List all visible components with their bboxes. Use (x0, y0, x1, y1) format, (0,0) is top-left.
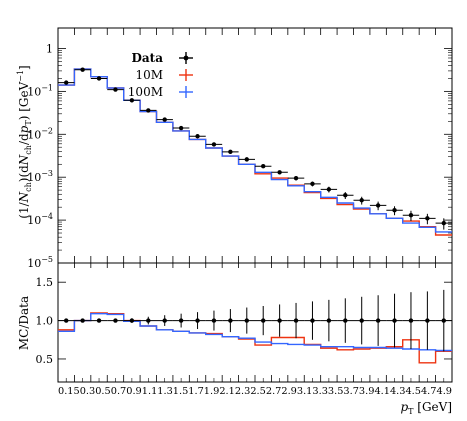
data-point-16 (326, 187, 332, 192)
data-point-2 (96, 76, 102, 81)
ratio-point-14 (293, 318, 299, 323)
y-tick-label-0: 10−5 (27, 255, 53, 270)
data-point-10 (228, 149, 233, 155)
legend-label-data: Data (132, 51, 164, 65)
ratio-y-tick-label-0: 0.5 (36, 353, 54, 366)
bottom-frame (57, 262, 453, 383)
ratio-point-6 (162, 318, 167, 323)
data-point-20 (392, 208, 397, 213)
ratio-panel: 0.5 1.0 1.5 (36, 262, 453, 383)
data-point-21 (408, 213, 414, 218)
legend: Data 10M 100M (128, 51, 193, 99)
data-point-23 (441, 220, 446, 226)
data-point-7 (178, 125, 184, 131)
y-tick-label-4: 10−1 (27, 83, 53, 98)
ratio-point-21 (408, 318, 414, 323)
ratio-point-12 (261, 318, 266, 323)
ratio-point-16 (326, 318, 332, 323)
legend-label-100m: 100M (128, 85, 163, 99)
ratio-point-18 (359, 318, 364, 323)
x-axis-label: pT [GeV] (400, 400, 452, 416)
ratio-point-8 (195, 318, 200, 323)
spectrum-panel: 10−5 10−4 10−3 10−2 10−1 1 (27, 27, 453, 270)
ratio-point-19 (375, 318, 381, 323)
ratio-point-13 (277, 318, 282, 323)
data-point-11 (244, 157, 249, 162)
legend-marker-dot (183, 55, 189, 61)
ratio-point-5 (146, 318, 151, 323)
ratio-point-22 (425, 318, 430, 323)
ratio-y-tick-label-2: 1.5 (36, 276, 54, 289)
data-point-6 (162, 117, 167, 122)
data-point-22 (425, 216, 430, 221)
ratio-point-0 (64, 318, 69, 323)
y-axis-label-main: (1/Nch)(dNch/dpT) [GeV−1] (16, 65, 33, 218)
data-point-12 (261, 164, 266, 169)
ratio-point-23 (441, 318, 446, 323)
ratio-point-4 (129, 318, 135, 323)
data-point-18 (359, 198, 364, 203)
ratio-point-10 (228, 318, 233, 323)
data-point-14 (293, 175, 299, 181)
y-tick-label-2: 10−3 (27, 169, 53, 184)
ratio-point-20 (392, 318, 397, 323)
data-point-8 (195, 134, 200, 139)
ratio-histogram-100m (58, 313, 452, 352)
y-tick-label-5: 1 (46, 42, 53, 55)
data-point-17 (343, 193, 348, 198)
ratio-point-1 (80, 318, 85, 323)
data-point-5 (146, 108, 151, 113)
top-frame (57, 27, 453, 264)
data-point-0 (64, 80, 69, 85)
ratio-point-15 (310, 318, 315, 323)
data-point-15 (310, 181, 315, 187)
ratio-point-17 (343, 318, 348, 323)
ratio-point-2 (96, 318, 102, 323)
y-tick-label-3: 10−2 (27, 126, 53, 141)
data-point-1 (80, 67, 85, 72)
histogram-100m (58, 68, 452, 233)
data-point-13 (277, 170, 282, 175)
y-axis-label-ratio: MC/Data (17, 296, 31, 350)
data-point-19 (375, 203, 381, 208)
ratio-y-tick-label-1: 1.0 (36, 315, 54, 328)
ratio-point-9 (211, 318, 217, 323)
ratio-point-3 (113, 318, 118, 323)
legend-label-10m: 10M (135, 68, 163, 82)
data-point-9 (211, 142, 217, 147)
x-tick-labels: 0.150.30.50.70.91.11.31.51.71.92.12.32.5… (58, 386, 452, 397)
ratio-point-7 (178, 318, 184, 323)
y-tick-label-1: 10−4 (27, 212, 53, 227)
data-point-4 (129, 98, 135, 103)
ratio-point-11 (244, 318, 249, 323)
data-point-3 (113, 87, 118, 92)
